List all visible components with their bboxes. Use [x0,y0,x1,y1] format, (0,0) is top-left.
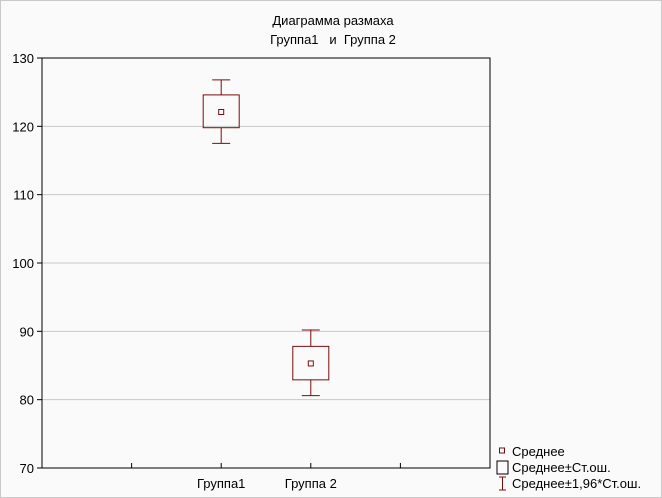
y-tick-label: 130 [12,51,34,66]
x-tick-label: Группа 2 [285,476,337,491]
y-axis: 70 80 90 100 110 120 130 [12,51,42,476]
chart-subtitle: Группа1 и Группа 2 [270,32,396,47]
chart-title: Диаграмма размаха [272,13,394,28]
x-axis: Группа1 Группа 2 [131,463,401,491]
se-box [202,94,240,129]
legend-label: Среднее±Ст.ош. [512,460,611,475]
mean-marker [307,360,314,367]
legend-box-icon [496,460,509,475]
legend-item: Среднее±1,96*Ст.ош. [499,476,641,491]
y-tick-label: 70 [20,461,34,476]
y-tick-label: 110 [13,188,34,203]
x-tick-label: Группа1 [197,476,245,491]
box-group [202,79,240,144]
grid-layer [42,125,490,401]
y-tick-label: 120 [12,119,34,134]
legend-item: Среднее [499,444,565,459]
y-tick-label: 90 [20,324,34,339]
box-group [292,329,330,397]
legend-label: Среднее [512,444,565,459]
series-layer [202,79,330,397]
legend-item: Среднее±Ст.ош. [496,460,611,475]
y-tick-label: 100 [12,256,34,271]
y-tick-label: 80 [20,393,34,408]
mean-marker [218,108,225,115]
se-box [292,345,330,381]
legend-label: Среднее±1,96*Ст.ош. [512,476,641,491]
legend-mean-icon [499,447,505,454]
